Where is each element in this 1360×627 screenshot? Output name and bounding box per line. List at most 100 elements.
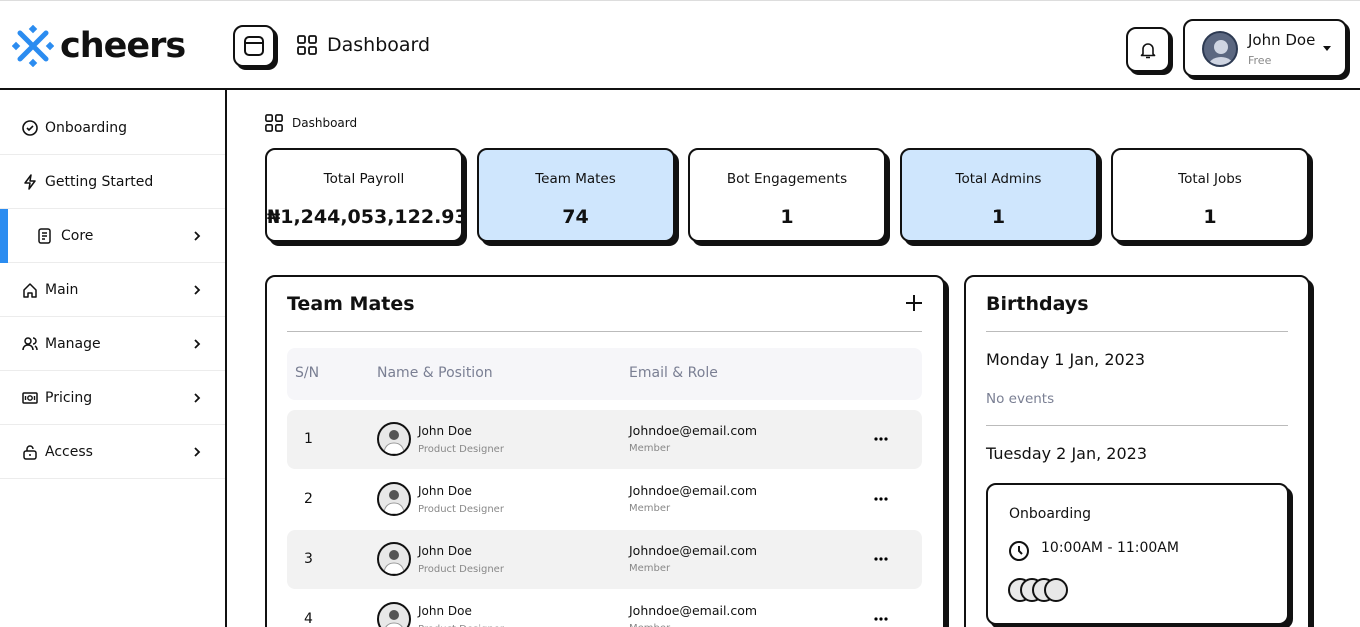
member-email: Johndoe@email.com (629, 543, 758, 558)
chevron (194, 230, 201, 241)
divider (986, 331, 1288, 332)
day-note: No events (986, 391, 1055, 407)
row-menu[interactable] (874, 437, 888, 441)
row-menu[interactable] (874, 557, 888, 561)
clock-icon (1009, 541, 1029, 561)
nav-icon (22, 336, 38, 350)
avatar (377, 482, 411, 516)
user-name: John Doe (1248, 31, 1316, 49)
nav-item[interactable]: Access (0, 425, 225, 479)
stat-value: 1 (780, 206, 794, 228)
stat-label: Team Mates (535, 171, 616, 187)
breadcrumb-text: Dashboard (292, 116, 358, 130)
brand[interactable]: cheers (12, 25, 186, 67)
column-header: Name & Position (377, 365, 493, 381)
nav-label: Main (45, 281, 79, 298)
stat-card[interactable]: Total Admins 1 (899, 148, 1098, 242)
table-row: 2 John Doe Product Designer Johndoe@email.c… (287, 470, 922, 529)
stat-label: Total Jobs (1178, 171, 1242, 187)
nav-item[interactable]: Getting Started (0, 155, 225, 209)
member-role: Member (629, 443, 671, 454)
member-position: Product Designer (418, 504, 504, 515)
stat-value: ₦1,244,053,122.93 (267, 206, 468, 228)
chevron (194, 338, 201, 349)
birthdays-panel: Birthdays Monday 1 Jan, 2023 No events T… (964, 275, 1310, 627)
avatar (377, 602, 411, 627)
event-card[interactable]: Onboarding 10:00AM - 11:00AM (986, 483, 1289, 625)
member-role: Member (629, 503, 671, 514)
member-position: Product Designer (418, 564, 504, 575)
user-menu[interactable]: John Doe Free (1183, 19, 1347, 77)
member-role: Member (629, 623, 670, 627)
stat-label: Bot Engagements (726, 171, 848, 187)
stat-card[interactable]: Team Mates 74 (476, 148, 675, 242)
nav-label: Onboarding (45, 119, 127, 136)
chevron (194, 284, 201, 295)
nav-item[interactable]: Manage (0, 317, 225, 371)
table-row: 4 John Doe Product Designer Johndoe@email.c… (287, 590, 922, 627)
member-email: Johndoe@email.com (629, 423, 758, 438)
nav-item[interactable]: Main (0, 263, 225, 317)
nav-icon (22, 391, 38, 404)
row-menu[interactable] (874, 497, 888, 501)
notifications[interactable] (1126, 27, 1170, 72)
nav-item[interactable]: Onboarding (0, 101, 225, 155)
nav-icon (24, 173, 36, 190)
row-number: 1 (304, 431, 313, 447)
panel-title: Birthdays (986, 293, 1089, 315)
member-name: John Doe (418, 424, 472, 438)
chevron (194, 446, 201, 457)
logo (12, 25, 54, 67)
add-button[interactable] (905, 294, 923, 312)
active-indicator (0, 209, 8, 263)
nav-icon (22, 119, 38, 136)
breadcrumb: Dashboard (265, 114, 357, 132)
caret (1323, 46, 1331, 51)
avatar (377, 542, 411, 576)
day-date: Tuesday 2 Jan, 2023 (986, 444, 1147, 463)
member-email: Johndoe@email.com (629, 483, 758, 498)
nav-item[interactable]: Pricing (0, 371, 225, 425)
page-title-text: Dashboard (327, 34, 431, 56)
brand-name: cheers (60, 26, 186, 66)
member-position: Product Designer (418, 624, 504, 627)
nav-item[interactable]: Core (0, 209, 225, 263)
member-role: Member (629, 563, 671, 574)
nav-label: Manage (45, 335, 101, 352)
row-menu[interactable] (874, 617, 888, 621)
panel-title: Team Mates (287, 293, 415, 315)
stat-card[interactable]: Bot Engagements 1 (688, 148, 886, 242)
table-row: 1 John Doe Product Designer Johndoe@email.c… (287, 410, 922, 469)
event-title: Onboarding (1009, 506, 1091, 522)
stat-card[interactable]: Total Payroll ₦1,244,053,122.93 (265, 148, 468, 242)
avatar (377, 422, 411, 456)
page-title: Dashboard (297, 34, 430, 56)
sidebar: Onboarding Getting Started Core Main Manage P… (0, 90, 227, 627)
divider (986, 425, 1288, 426)
user-plan: Free (1248, 54, 1272, 67)
nav-label: Pricing (45, 389, 93, 406)
member-name: John Doe (418, 484, 472, 498)
bell-icon (1140, 42, 1156, 58)
toggle-icon (244, 36, 264, 56)
stat-value: 74 (562, 206, 589, 228)
divider (287, 331, 922, 332)
nav-label: Core (61, 227, 94, 244)
table-header: S/N Name & Position Email & Role (287, 348, 922, 400)
row-number: 4 (304, 611, 313, 627)
member-email: Johndoe@email.com (629, 603, 758, 618)
grid-icon (265, 114, 283, 132)
stat-card[interactable]: Total Jobs 1 (1111, 148, 1309, 242)
stat-label: Total Admins (955, 171, 1042, 187)
nav-label: Access (45, 443, 93, 460)
nav-label: Getting Started (45, 173, 154, 190)
row-number: 3 (304, 551, 313, 567)
sidebar-toggle[interactable] (233, 25, 275, 67)
member-name: John Doe (418, 544, 472, 558)
user-avatar (1202, 31, 1238, 67)
nav-icon (23, 282, 37, 298)
team-panel: Team Mates S/N Name & Position Email & R… (265, 275, 945, 627)
day-date: Monday 1 Jan, 2023 (986, 350, 1146, 369)
row-number: 2 (304, 491, 313, 507)
